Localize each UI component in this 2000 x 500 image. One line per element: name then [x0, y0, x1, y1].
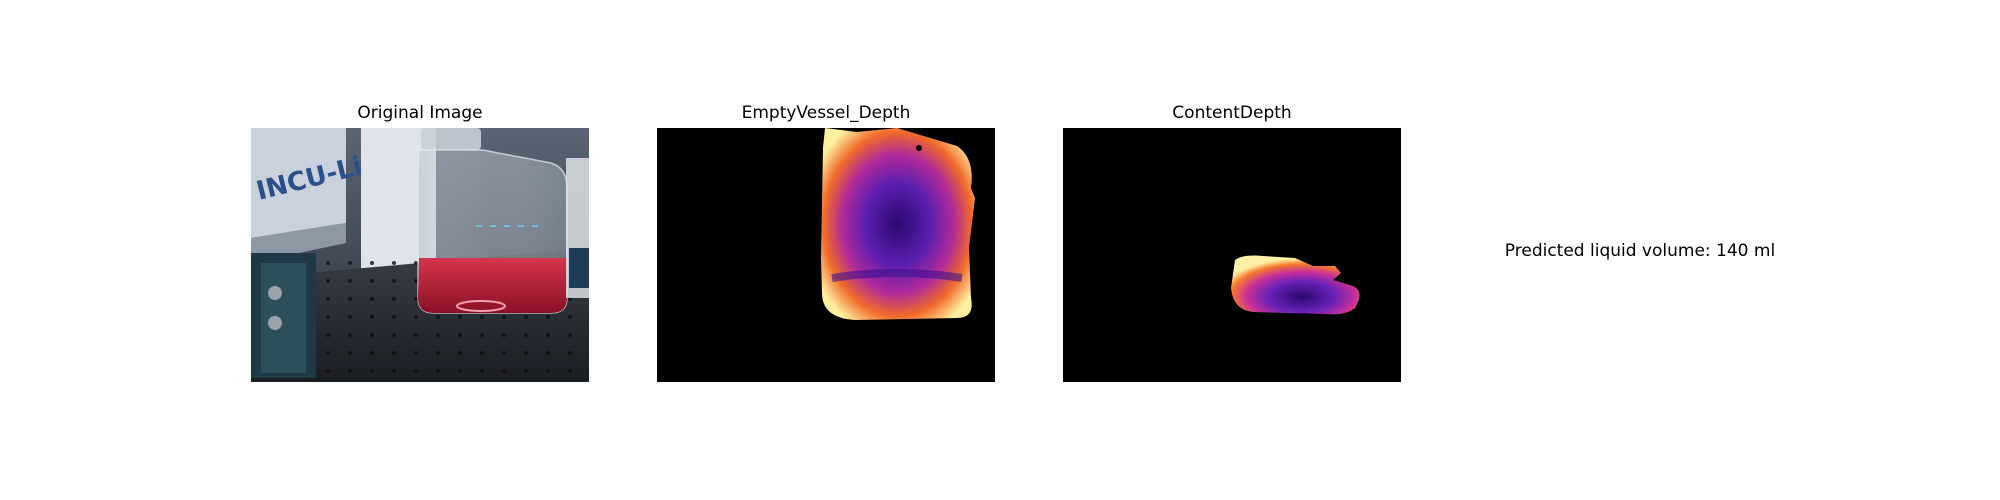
original-photo-illustration: INCU-Line	[251, 128, 589, 382]
original-image: INCU-Line	[251, 128, 589, 382]
empty-vessel-depth-title: EmptyVessel_Depth	[741, 103, 911, 123]
predicted-volume-text: Predicted liquid volume: 140 ml	[1504, 241, 1776, 261]
content-depth-title: ContentDepth	[1172, 103, 1292, 123]
empty-vessel-depth-map	[657, 128, 995, 382]
original-image-title: Original Image	[357, 103, 483, 123]
content-depth-heatmap	[1063, 128, 1401, 382]
empty-vessel-depth-panel: EmptyVessel_Depth	[657, 102, 995, 382]
original-image-panel: Original Image	[251, 102, 589, 382]
content-depth-panel: ContentDepth	[1063, 102, 1401, 382]
empty-vessel-depth-heatmap	[657, 128, 995, 382]
content-depth-map	[1063, 128, 1401, 382]
